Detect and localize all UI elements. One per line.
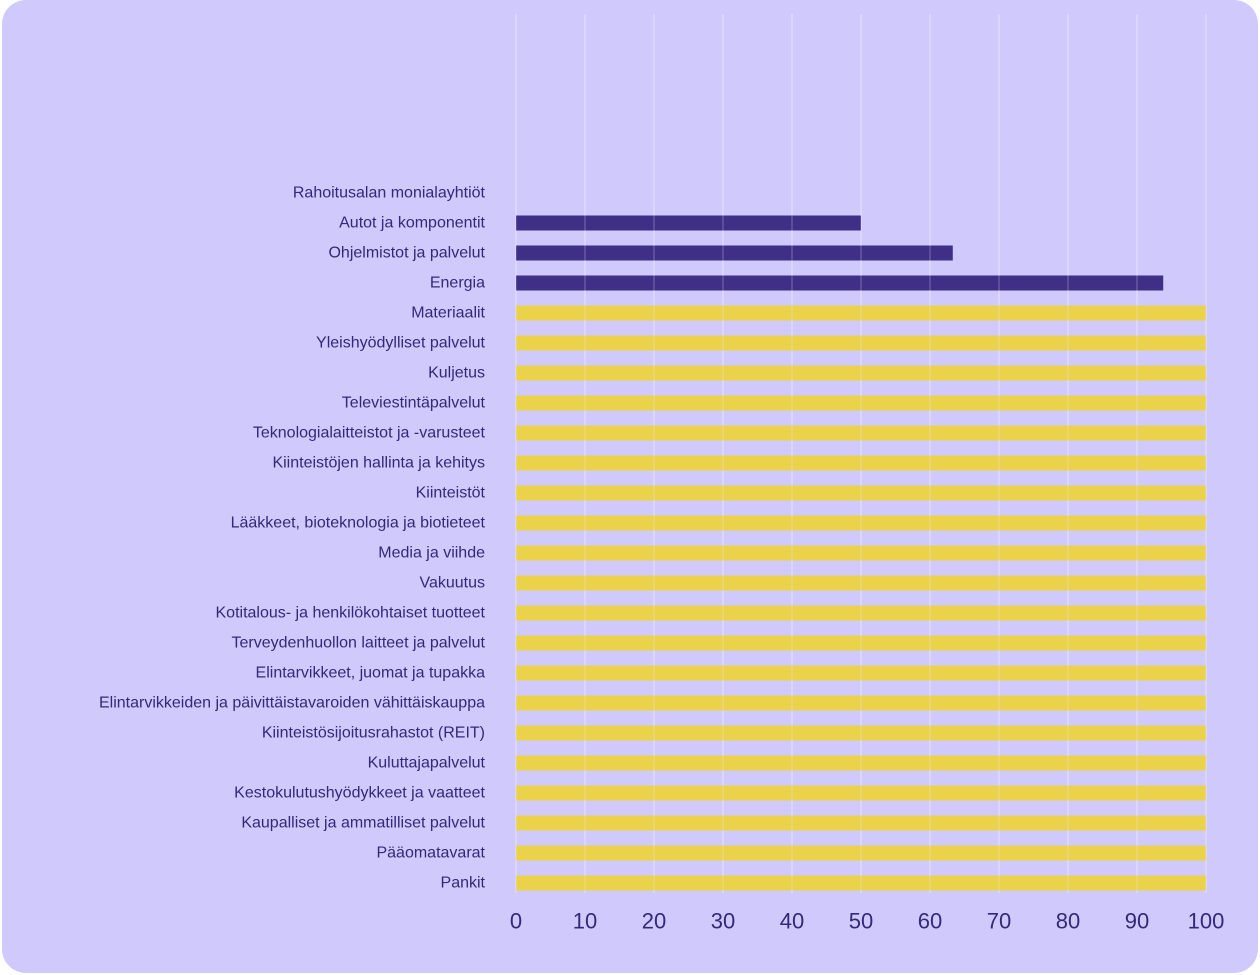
x-tick-label: 30 [711, 909, 735, 934]
category-label: Kaupalliset ja ammatilliset palvelut [241, 815, 485, 832]
category-label: Kiinteistöt [416, 485, 486, 502]
category-label: Kestokulutushyödykkeet ja vaatteet [234, 785, 485, 802]
x-tick-label: 70 [987, 909, 1011, 934]
bar [516, 545, 1206, 561]
bar [516, 425, 1206, 441]
bar [516, 335, 1206, 351]
x-tick-label: 50 [849, 909, 873, 934]
bar [516, 575, 1206, 591]
bar [516, 455, 1206, 471]
category-label: Kuluttajapalvelut [368, 755, 486, 772]
bar [516, 785, 1206, 801]
bar [516, 395, 1206, 411]
bar [516, 755, 1206, 771]
category-label: Televiestintäpalvelut [342, 395, 486, 412]
category-label: Autot ja komponentit [339, 215, 485, 232]
bar [516, 275, 1164, 291]
category-label: Pääomatavarat [376, 845, 485, 862]
bar [516, 875, 1206, 891]
bar [516, 695, 1206, 711]
category-label: Kiinteistösijoitusrahastot (REIT) [262, 725, 485, 742]
bars [516, 215, 1206, 891]
category-label: Energia [430, 275, 485, 292]
x-tick-label: 40 [780, 909, 804, 934]
x-axis-tick-labels: 0 10 20 30 40 50 60 70 80 90 100 [510, 909, 1224, 934]
category-label: Rahoitusalan monialayhtiöt [293, 185, 486, 202]
bar [516, 665, 1206, 681]
bar [516, 485, 1206, 501]
category-label: Ohjelmistot ja palvelut [328, 245, 485, 262]
gridlines-overlay [515, 14, 1207, 893]
x-tick-label: 60 [918, 909, 942, 934]
x-tick-label: 10 [573, 909, 597, 934]
x-tick-label: 100 [1188, 909, 1225, 934]
category-label: Lääkkeet, bioteknologia ja biotieteet [231, 515, 486, 532]
x-tick-label: 80 [1056, 909, 1080, 934]
category-label: Vakuutus [419, 575, 485, 592]
x-tick-label: 0 [510, 909, 522, 934]
category-label: Terveydenhuollon laitteet ja palvelut [232, 635, 486, 652]
bar [516, 215, 861, 231]
category-label: Media ja viihde [378, 545, 485, 562]
category-label: Elintarvikkeet, juomat ja tupakka [256, 665, 486, 682]
bar [516, 515, 1206, 531]
x-tick-label: 90 [1125, 909, 1149, 934]
bar [516, 245, 953, 261]
bar [516, 815, 1206, 831]
gridlines [515, 14, 1207, 893]
category-label: Kuljetus [428, 365, 485, 382]
category-label: Materiaalit [411, 305, 485, 322]
bar [516, 845, 1206, 861]
category-label: Yleishyödylliset palvelut [316, 335, 486, 352]
x-tick-label: 20 [642, 909, 666, 934]
category-label: Teknologialaitteistot ja -varusteet [253, 425, 486, 442]
category-label: Pankit [441, 875, 486, 892]
bar [516, 635, 1206, 651]
category-label: Kiinteistöjen hallinta ja kehitys [272, 455, 485, 472]
bar [516, 305, 1206, 321]
category-labels: Rahoitusalan monialayhtiöt Autot ja kompo… [99, 185, 486, 892]
category-label: Kotitalous- ja henkilökohtaiset tuotteet [216, 605, 486, 622]
category-label: Elintarvikkeiden ja päivittäistavaroiden… [99, 695, 485, 712]
bar [516, 365, 1206, 381]
bar [516, 725, 1206, 741]
bar [516, 605, 1206, 621]
